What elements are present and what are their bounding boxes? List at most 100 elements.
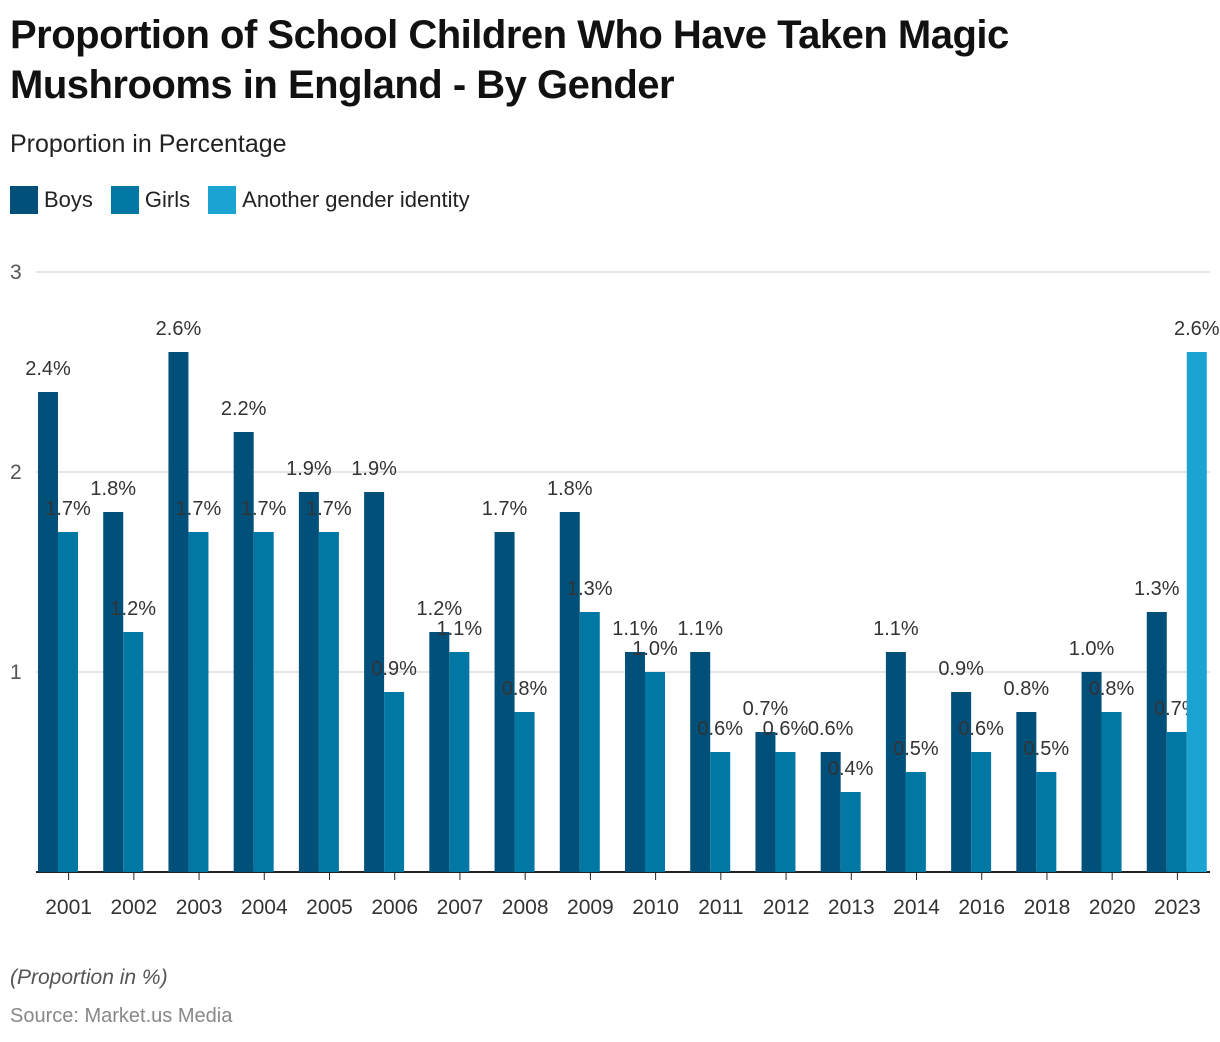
value-label: 2.2% [221, 398, 267, 420]
x-tick-label: 2016 [958, 896, 1005, 919]
value-label: 0.4% [828, 758, 874, 780]
source: Source: Market.us Media [10, 1005, 233, 1027]
bar [233, 432, 254, 872]
bar [690, 652, 711, 872]
legend-label: Another gender identity [242, 187, 470, 212]
y-tick-label: 1 [10, 661, 22, 684]
value-label: 1.8% [547, 478, 593, 500]
value-label: 1.0% [632, 638, 678, 660]
bar [103, 512, 124, 872]
value-label: 2.4% [25, 358, 71, 380]
legend-item: Another gender identity [208, 186, 470, 214]
x-tick-label: 2010 [632, 896, 679, 919]
value-label: 1.9% [351, 458, 397, 480]
value-label: 1.1% [612, 618, 658, 640]
x-tick-label: 2007 [437, 896, 484, 919]
value-label: 1.7% [306, 498, 352, 520]
value-label: 1.3% [567, 578, 613, 600]
x-tick-label: 2013 [828, 896, 875, 919]
bar [1146, 612, 1167, 872]
value-label: 1.0% [1069, 638, 1115, 660]
bar [885, 652, 906, 872]
bar [645, 672, 665, 872]
x-tick-label: 2006 [371, 896, 418, 919]
bar [710, 752, 731, 872]
value-label: 1.7% [241, 498, 287, 520]
bar [1081, 672, 1102, 872]
x-tick-label: 2011 [698, 896, 743, 919]
value-label: 1.7% [176, 498, 222, 520]
x-tick-label: 2018 [1024, 896, 1071, 919]
bar [58, 532, 78, 872]
bar [905, 772, 926, 872]
value-label: 0.6% [697, 718, 743, 740]
bar [494, 532, 515, 872]
x-tick-label: 2001 [45, 896, 92, 919]
value-label: 1.3% [1134, 578, 1180, 600]
chart-title: Proportion of School Children Who Have T… [10, 13, 1009, 107]
bar [514, 712, 535, 872]
value-label: 1.8% [90, 478, 136, 500]
value-label: 1.2% [417, 598, 463, 620]
bar [1016, 712, 1037, 872]
bar [449, 652, 470, 872]
bar [755, 732, 776, 872]
x-tick-label: 2008 [502, 896, 549, 919]
value-label: 1.1% [677, 618, 723, 640]
legend-label: Boys [44, 187, 93, 212]
bar [840, 792, 861, 872]
bar [1186, 352, 1207, 872]
y-tick-label: 2 [10, 461, 22, 484]
bar [123, 632, 144, 872]
bar [1166, 732, 1187, 872]
legend-label: Girls [144, 187, 191, 212]
value-label: 2.6% [156, 318, 202, 340]
bar [820, 752, 841, 872]
bar [318, 532, 339, 872]
value-label: 0.6% [958, 718, 1004, 740]
value-label: 2.6% [1174, 318, 1220, 340]
bar [168, 352, 189, 872]
note: (Proportion in %) [10, 966, 168, 989]
value-label: 1.9% [286, 458, 332, 480]
value-label: 0.8% [502, 678, 548, 700]
x-tick-label: 2020 [1089, 896, 1136, 919]
x-tick-label: 2002 [110, 896, 157, 919]
x-tick-label: 2009 [567, 896, 614, 919]
bar [775, 752, 796, 872]
x-tick-label: 2023 [1154, 896, 1201, 919]
bar [364, 492, 385, 872]
x-tick-label: 2004 [241, 896, 288, 919]
legend-item: Girls [110, 186, 191, 214]
legend-item: Boys [10, 186, 93, 214]
bar [298, 492, 319, 872]
bar [384, 692, 405, 872]
value-label: 0.6% [808, 718, 854, 740]
value-label: 0.5% [893, 738, 939, 760]
bar [253, 532, 274, 872]
value-label: 1.1% [437, 618, 483, 640]
bar [429, 632, 450, 872]
value-label: 1.1% [873, 618, 919, 640]
value-label: 0.8% [1004, 678, 1050, 700]
value-label: 0.9% [938, 658, 984, 680]
value-label: 0.5% [1024, 738, 1070, 760]
x-tick-label: 2014 [893, 896, 940, 919]
x-tick-label: 2012 [763, 896, 810, 919]
bar [951, 692, 972, 872]
value-label: 0.8% [1089, 678, 1135, 700]
legend-swatch [10, 186, 38, 214]
chart-subtitle: Proportion in Percentage [10, 130, 287, 158]
legend-swatch [110, 186, 139, 214]
value-label: 1.2% [110, 598, 156, 620]
legend: Boys Girls Another gender identity [10, 186, 470, 214]
value-label: 0.9% [371, 658, 417, 680]
value-label: 1.7% [482, 498, 528, 520]
value-label: 1.7% [45, 498, 91, 520]
bar [1036, 772, 1057, 872]
bar [559, 512, 580, 872]
x-tick-label: 2003 [176, 896, 223, 919]
bar [625, 652, 645, 872]
